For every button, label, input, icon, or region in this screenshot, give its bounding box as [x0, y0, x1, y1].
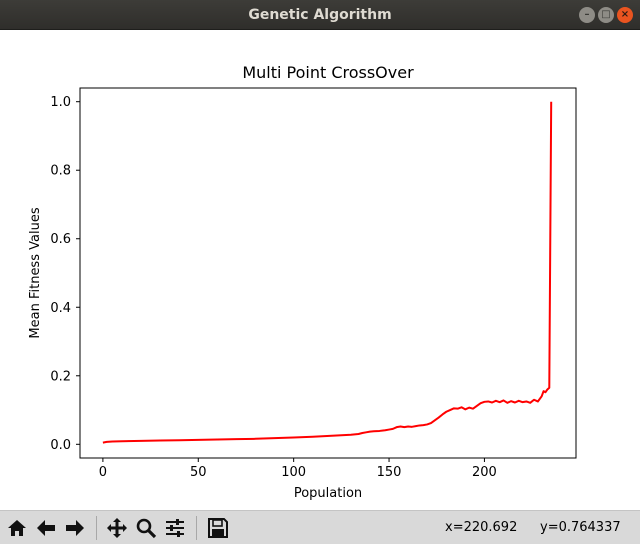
y-tick-label: 1.0 [50, 95, 71, 110]
save-icon [208, 518, 228, 538]
back-button[interactable] [33, 515, 59, 541]
x-tick-label: 0 [99, 465, 107, 480]
zoom-button[interactable] [133, 515, 159, 541]
x-coordinate-readout: x=220.692 [445, 520, 518, 535]
x-tick-label: 50 [190, 465, 207, 480]
pan-icon [107, 518, 127, 538]
back-icon [37, 520, 55, 536]
window-title: Genetic Algorithm [248, 7, 392, 23]
close-button[interactable]: × [617, 7, 633, 23]
line-chart[interactable]: 0.0 0.2 0.4 0.6 0.8 1.0 0 50 100 150 200 Multi Po… [0, 30, 640, 510]
navigation-toolbar: x=220.692 y=0.764337 [0, 510, 640, 544]
y-tick-label: 0.0 [50, 438, 71, 453]
axes-frame [79, 87, 577, 459]
figure-canvas[interactable]: 0.0 0.2 0.4 0.6 0.8 1.0 0 50 100 150 200 Multi Po… [0, 30, 640, 510]
forward-button[interactable] [62, 515, 88, 541]
maximize-button[interactable]: □ [598, 7, 614, 23]
save-button[interactable] [205, 515, 231, 541]
y-tick-label: 0.8 [50, 164, 71, 179]
toolbar-separator [196, 516, 197, 540]
window-titlebar[interactable]: Genetic Algorithm – □ × [0, 0, 640, 30]
x-axis-ticks: 0 50 100 150 200 [99, 458, 497, 480]
chart-series [102, 101, 553, 444]
minimize-button[interactable]: – [579, 7, 595, 23]
chart-title: Multi Point CrossOver [242, 63, 414, 82]
y-coordinate-readout: y=0.764337 [540, 520, 621, 535]
configure-subplots-button[interactable] [162, 515, 188, 541]
configure-subplots-icon [166, 519, 184, 537]
pan-button[interactable] [104, 515, 130, 541]
y-axis-label: Mean Fitness Values [28, 207, 43, 338]
x-tick-label: 100 [281, 465, 306, 480]
x-tick-label: 150 [377, 465, 402, 480]
forward-icon [66, 520, 84, 536]
x-tick-label: 200 [472, 465, 497, 480]
zoom-icon [136, 518, 157, 539]
y-tick-label: 0.6 [50, 232, 71, 247]
y-axis-ticks: 0.0 0.2 0.4 0.6 0.8 1.0 [50, 95, 80, 453]
x-axis-label: Population [294, 486, 362, 501]
series-line [102, 101, 553, 444]
y-tick-label: 0.2 [50, 369, 71, 384]
home-button[interactable] [4, 515, 30, 541]
y-tick-label: 0.4 [50, 301, 71, 316]
toolbar-separator [96, 516, 97, 540]
home-icon [8, 520, 26, 536]
